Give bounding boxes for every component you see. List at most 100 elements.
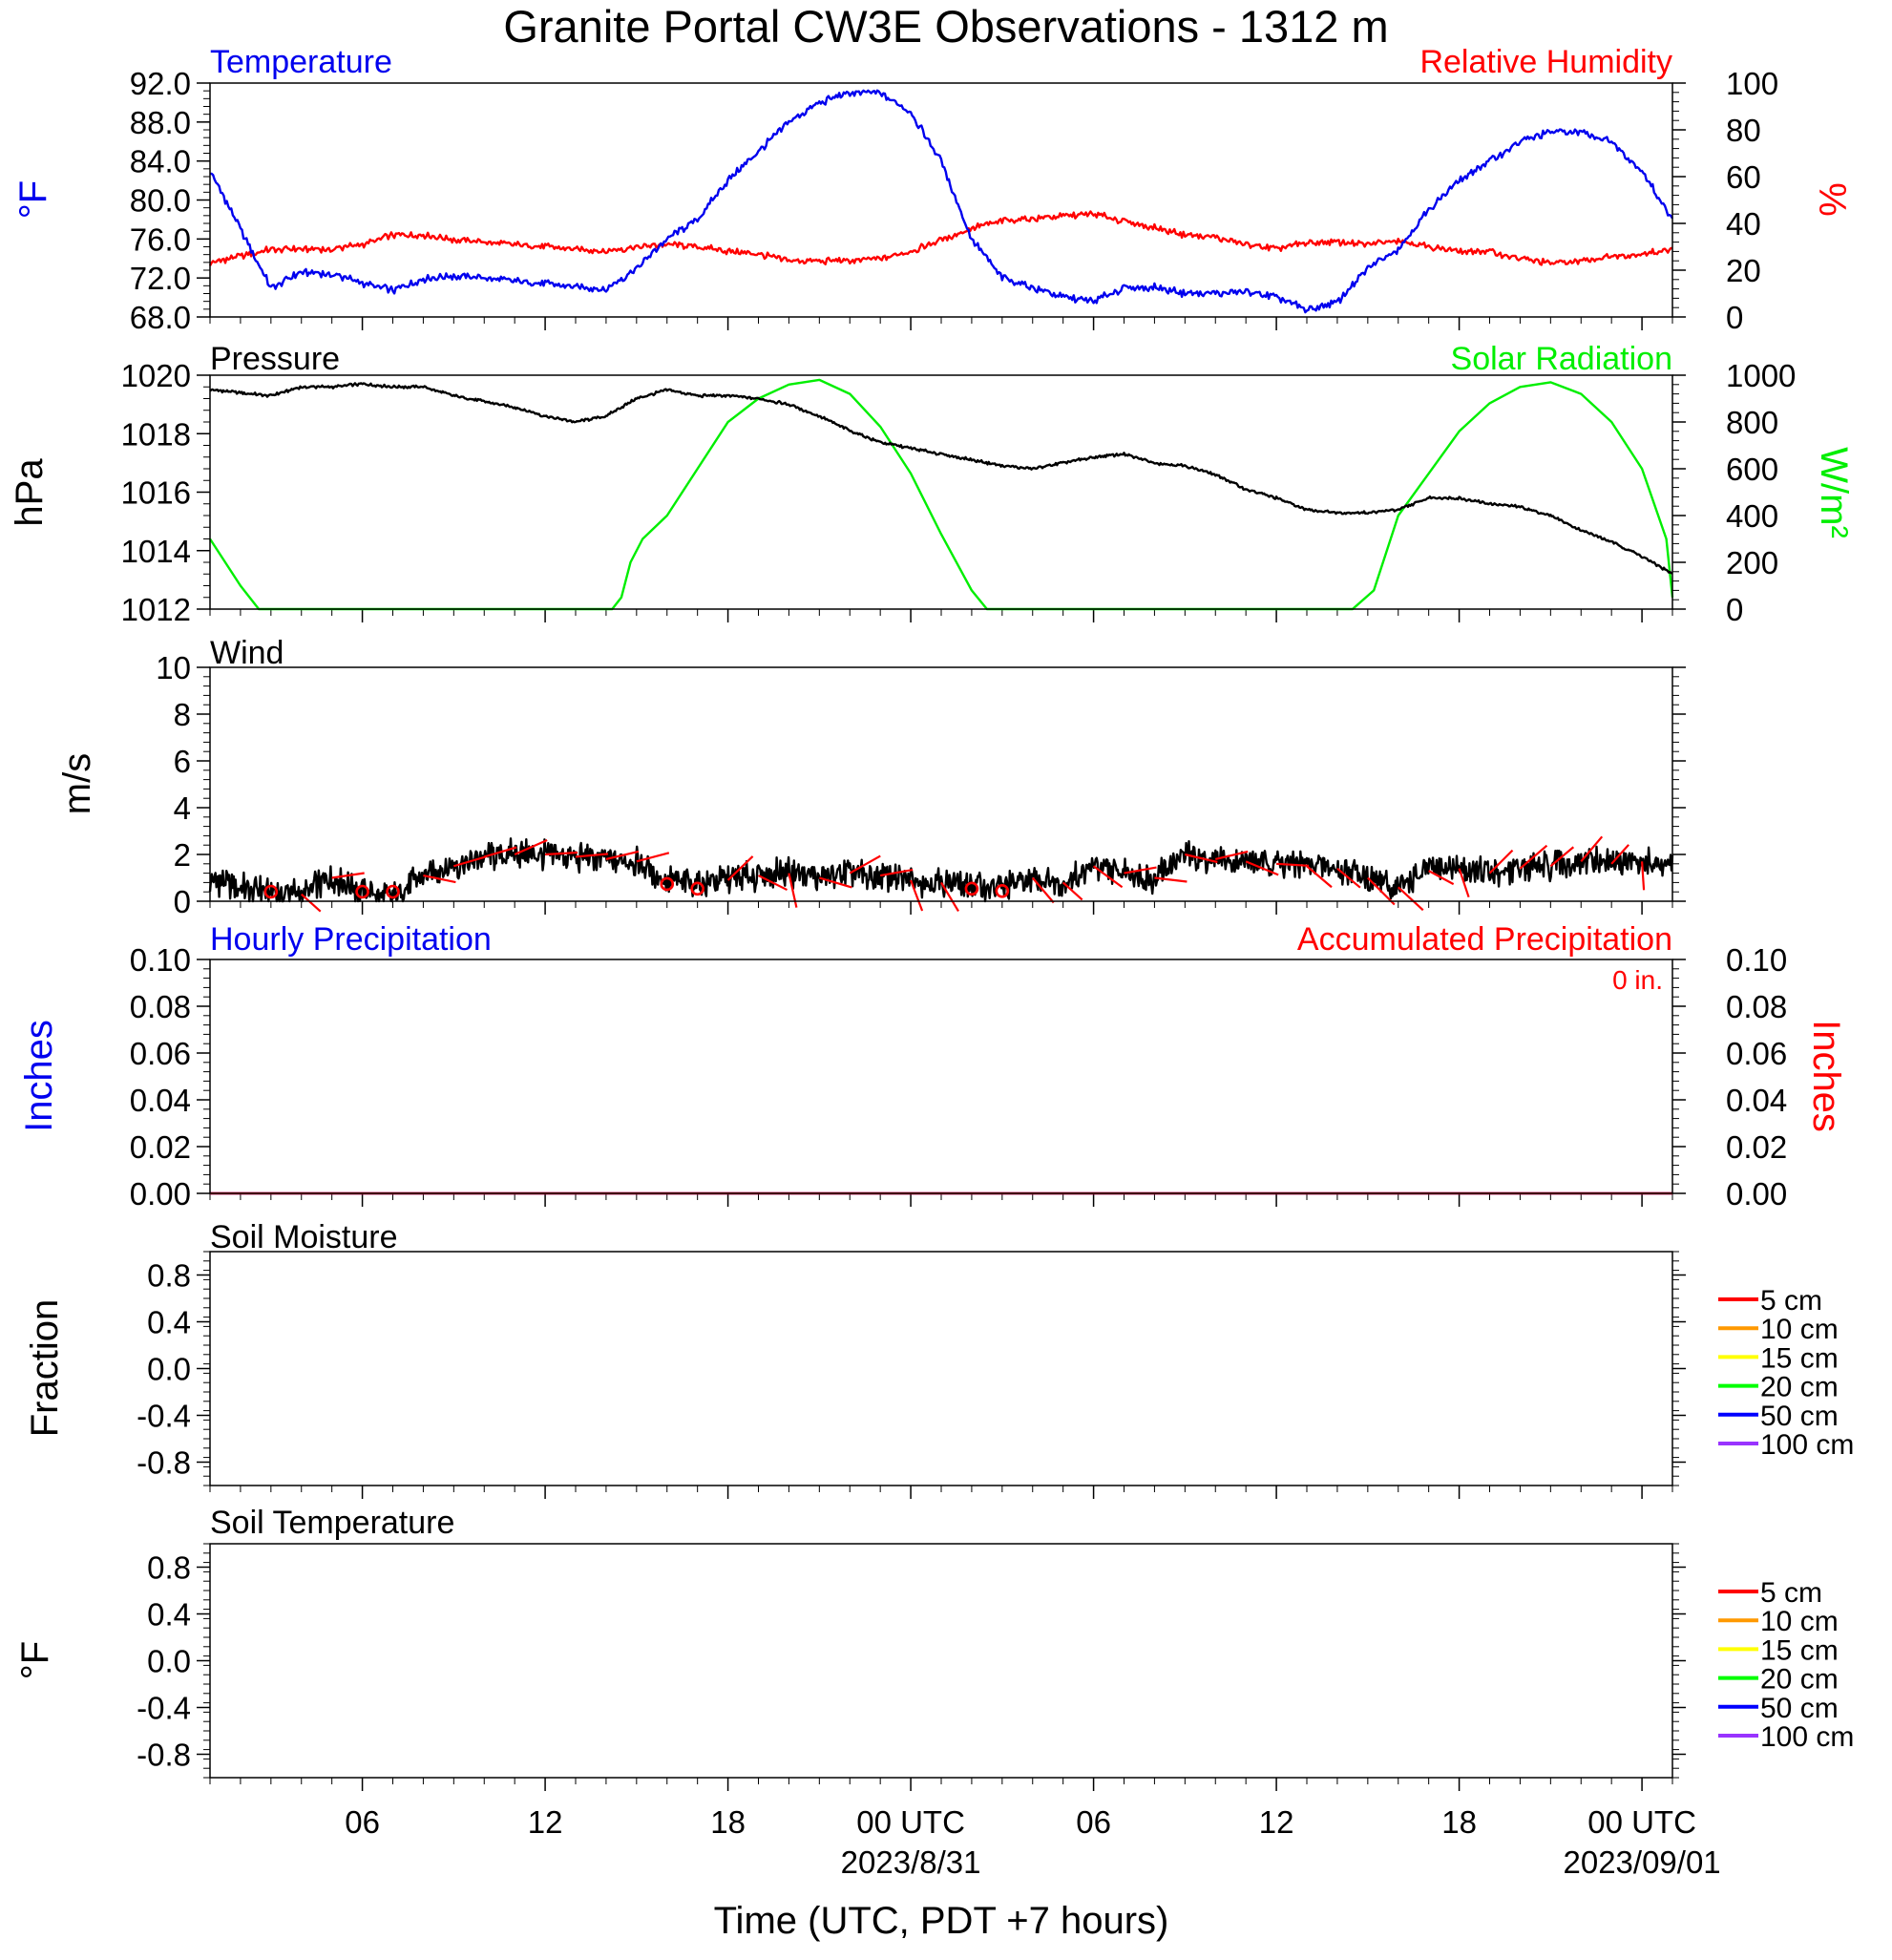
temperature-axis-tick-label: 76.0	[130, 221, 191, 257]
wind-title: Wind	[210, 635, 284, 671]
pressure-title: Pressure	[210, 341, 340, 377]
wind-barb	[849, 854, 881, 875]
temperature-axis-tick-label: 80.0	[130, 183, 191, 219]
hourly-precip-axis-tick-label: 0.06	[130, 1036, 191, 1071]
soil-moisture-legend-label: 5 cm	[1760, 1285, 1822, 1317]
hourly-precip-axis-tick-label: 0.00	[130, 1176, 191, 1212]
pressure-unit: hPa	[9, 458, 51, 527]
soil-moisture-legend-label: 100 cm	[1760, 1429, 1854, 1461]
time-tick-label: 06	[345, 1804, 380, 1840]
solar-axis-tick-label: 400	[1726, 498, 1778, 534]
wind-barb	[1185, 853, 1218, 864]
time-tick-label: 12	[1259, 1804, 1294, 1840]
solar-title: Solar Radiation	[1451, 341, 1672, 377]
panel-soil-moisture: Soil Moisture Fraction -0.8 -0.4 0.0 0.4 0.8…	[24, 1219, 1854, 1499]
wind-barb	[1549, 846, 1575, 868]
accum-precip-title: Accumulated Precipitation	[1297, 921, 1672, 958]
soil-moisture-axis-tick-label: -0.4	[137, 1399, 191, 1434]
wind-barb	[940, 881, 959, 912]
wind-axis-tick-label: 6	[174, 744, 191, 779]
humidity-axis-tick-label: 40	[1726, 206, 1761, 242]
accum-precip-axis-tick-label: 0.04	[1726, 1083, 1787, 1118]
temperature-line	[210, 89, 1674, 314]
temperature-axes: 68.0 72.0 76.080.0 84.0 88.0 92.0 0 20 40 60 80 100	[130, 66, 1778, 335]
wind-barb	[605, 850, 640, 860]
soil-temperature-axes: -0.8 -0.4 0.0 0.4 0.8	[137, 1543, 1686, 1791]
time-tick-label: 00 UTC	[1587, 1804, 1696, 1840]
hourly-precip-axis-tick-label: 0.04	[130, 1083, 191, 1118]
soil-temperature-legend-label: 15 cm	[1760, 1634, 1839, 1666]
soil-moisture-unit: Fraction	[24, 1299, 66, 1438]
precip-axes: 0.00 0.02 0.04 0.06 0.08 0.10 0.00 0.02 0.04 0.06…	[130, 942, 1787, 1212]
accum-precip-axis-tick-label: 0.06	[1726, 1036, 1787, 1071]
pressure-line	[209, 382, 1673, 575]
soil-moisture-legend-label: 15 cm	[1760, 1342, 1839, 1374]
humidity-axis-tick-label: 0	[1726, 300, 1743, 335]
date-label: 2023/8/31	[841, 1844, 981, 1880]
soil-moisture-legend-label: 50 cm	[1760, 1401, 1839, 1432]
panel-soil-temperature: Soil Temperature °F -0.8 -0.4 0.0 0.4 0.8 5 …	[14, 1505, 1854, 1791]
soil-temperature-axis-tick-label: -0.8	[137, 1738, 191, 1773]
temperature-axis-tick-label: 68.0	[130, 300, 191, 335]
solar-axis-tick-label: 0	[1726, 592, 1743, 627]
humidity-axis-tick-label: 80	[1726, 113, 1761, 148]
solar-line	[208, 378, 1674, 611]
wind-axis-tick-label: 2	[174, 837, 191, 873]
wind-barb	[1031, 876, 1055, 904]
accum-precip-axis-tick-label: 0.08	[1726, 989, 1787, 1024]
wind-barb	[1154, 876, 1188, 883]
wind-barb	[910, 879, 924, 912]
soil-temperature-legend-label: 5 cm	[1760, 1577, 1822, 1609]
soil-moisture-axis-tick-label: 0.8	[147, 1258, 191, 1294]
soil-temperature-legend-label: 10 cm	[1760, 1606, 1839, 1637]
time-tick-label: 12	[528, 1804, 563, 1840]
pressure-axis-tick-label: 1016	[121, 475, 191, 511]
wind-barb	[1519, 844, 1548, 870]
pressure-axis-tick-label: 1018	[121, 416, 191, 452]
wind-frame	[209, 666, 1673, 902]
wind-barb	[514, 838, 548, 856]
time-axis-label: Time (UTC, PDT +7 hours)	[714, 1900, 1169, 1942]
wind-barb	[758, 875, 788, 892]
wind-barb	[1398, 886, 1424, 912]
soil-temperature-axis-tick-label: 0.0	[147, 1644, 191, 1679]
panel-pressure: Pressure Solar Radiation hPa W/m² 1012 10…	[9, 341, 1855, 627]
time-tick-label: 18	[1441, 1804, 1477, 1840]
panel-precip: Hourly Precipitation Accumulated Precipi…	[18, 921, 1847, 1212]
soil-moisture-axes: -0.8 -0.4 0.0 0.4 0.8	[137, 1251, 1686, 1499]
wind-barb	[1367, 876, 1396, 906]
hourly-precip-axis-tick-label: 0.10	[130, 942, 191, 978]
wind-barb	[1488, 849, 1514, 875]
wind-barb	[1428, 870, 1455, 886]
humidity-axis-tick-label: 20	[1726, 253, 1761, 288]
wind-barb	[453, 855, 487, 868]
solar-axis-tick-label: 200	[1726, 545, 1778, 580]
wind-barb	[575, 853, 609, 858]
chart-title: Granite Portal CW3E Observations - 1312 …	[503, 1, 1388, 52]
pressure-frame	[209, 374, 1673, 610]
wind-barb	[1276, 862, 1310, 867]
soil-temperature-frame	[209, 1543, 1673, 1779]
wind-barb	[819, 876, 852, 889]
accum-precip-total: 0 in.	[1612, 965, 1663, 995]
wind-axis-tick-label: 10	[156, 650, 191, 685]
wind-barb	[1092, 865, 1124, 889]
wind-barb	[545, 851, 578, 856]
precip-right-unit: Inches	[1805, 1020, 1847, 1132]
humidity-line	[208, 210, 1672, 266]
calm-wind-marker	[386, 884, 400, 899]
soil-temperature-legend-label: 20 cm	[1760, 1664, 1839, 1696]
soil-moisture-axis-tick-label: -0.8	[137, 1445, 191, 1481]
wind-barb	[1214, 850, 1249, 860]
temperature-title: Temperature	[210, 44, 392, 80]
hourly-precip-axis-tick-label: 0.08	[130, 989, 191, 1024]
wind-barb	[1458, 868, 1470, 898]
date-label: 2023/09/01	[1563, 1844, 1720, 1880]
precip-left-unit: Inches	[18, 1020, 60, 1132]
soil-temperature-axis-tick-label: 0.8	[147, 1550, 191, 1586]
soil-temperature-axis-tick-label: -0.4	[137, 1691, 191, 1726]
accum-precip-axis-tick-label: 0.02	[1726, 1129, 1787, 1165]
wind-barb	[1306, 865, 1333, 889]
wind-barb	[301, 893, 322, 913]
